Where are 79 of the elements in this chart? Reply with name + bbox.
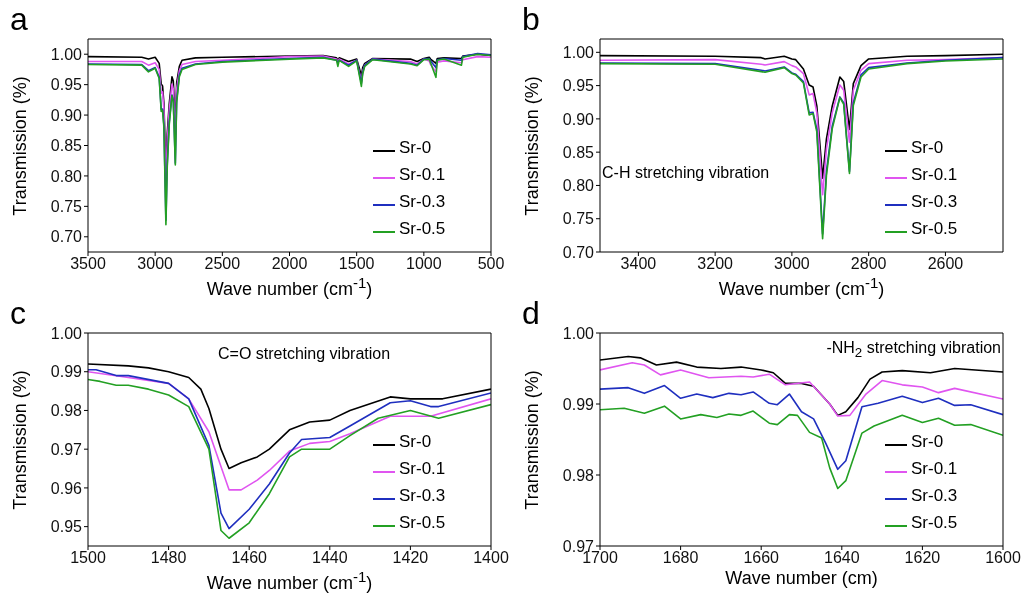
legend-label: Sr-0.1 bbox=[911, 164, 958, 185]
x-tick-label: 3400 bbox=[620, 255, 657, 273]
legend-label: Sr-0.3 bbox=[399, 485, 446, 506]
y-tick-label: 0.96 bbox=[50, 479, 83, 497]
x-tick-label: 1400 bbox=[473, 549, 509, 567]
x-axis-title: Wave number (cm) bbox=[724, 568, 879, 589]
x-tick-label: 1480 bbox=[150, 549, 187, 567]
legend-label: Sr-0.5 bbox=[399, 512, 446, 533]
x-tick-label: 3500 bbox=[70, 255, 106, 273]
y-tick-label: 0.97 bbox=[50, 440, 83, 458]
x-axis-title: Wave number (cm$^{-1}$) bbox=[205, 274, 374, 300]
x-tick-label: 1680 bbox=[662, 549, 699, 567]
x-tick-label: 3000 bbox=[137, 255, 174, 273]
y-tick-label: 0.85 bbox=[50, 137, 83, 155]
y-axis-title: Transmission (%) bbox=[9, 74, 31, 218]
y-tick-label: 0.95 bbox=[562, 77, 595, 95]
legend-label: Sr-0.5 bbox=[911, 512, 958, 533]
y-tick-label: 0.95 bbox=[50, 518, 83, 536]
x-tick-label: 2500 bbox=[204, 255, 241, 273]
legend-label: Sr-0 bbox=[399, 137, 432, 158]
legend-label: Sr-0.3 bbox=[911, 485, 958, 506]
y-tick-label: 1.00 bbox=[50, 324, 83, 342]
y-tick-label: 0.70 bbox=[562, 243, 595, 261]
legend-label: Sr-0.1 bbox=[399, 458, 446, 479]
x-tick-label: 2800 bbox=[850, 255, 887, 273]
y-tick-label: 0.95 bbox=[50, 76, 83, 94]
y-axis-title: Transmission (%) bbox=[521, 368, 543, 512]
y-tick-label: 0.98 bbox=[562, 466, 595, 484]
x-tick-label: 1500 bbox=[338, 255, 375, 273]
x-tick-label: 1440 bbox=[312, 549, 348, 567]
legend-label: Sr-0.1 bbox=[911, 458, 958, 479]
chart-title: c bbox=[10, 294, 26, 332]
annotation: C=O stretching vibration bbox=[218, 345, 391, 363]
legend-label: Sr-0.5 bbox=[399, 218, 446, 239]
x-tick-label: 1500 bbox=[70, 549, 106, 567]
y-tick-label: 1.00 bbox=[562, 324, 595, 342]
x-tick-label: 500 bbox=[477, 255, 505, 273]
line-series bbox=[88, 370, 491, 491]
y-tick-label: 0.85 bbox=[562, 143, 595, 161]
x-tick-label: 1600 bbox=[985, 549, 1021, 567]
y-axis-title: Transmission (%) bbox=[9, 368, 31, 512]
y-tick-label: 0.80 bbox=[562, 177, 595, 195]
x-axis-title: Wave number (cm$^{-1}$) bbox=[717, 274, 886, 300]
line-series bbox=[600, 405, 1003, 490]
y-tick-label: 0.75 bbox=[50, 198, 83, 216]
y-tick-label: 1.00 bbox=[50, 45, 83, 63]
y-tick-label: 0.75 bbox=[562, 210, 595, 228]
annotation: -NH$_{2}$ stretching vibration bbox=[826, 339, 1001, 361]
y-tick-label: 0.90 bbox=[50, 106, 83, 124]
x-tick-label: 2600 bbox=[927, 255, 964, 273]
chart-title: d bbox=[522, 294, 540, 332]
legend-label: Sr-0.5 bbox=[911, 218, 958, 239]
x-tick-label: 2000 bbox=[271, 255, 308, 273]
y-tick-label: 1.00 bbox=[562, 43, 595, 61]
x-tick-label: 1660 bbox=[743, 549, 780, 567]
y-tick-label: 0.99 bbox=[50, 363, 83, 381]
chart-title: b bbox=[522, 0, 540, 38]
legend-label: Sr-0.3 bbox=[399, 191, 446, 212]
x-tick-label: 3200 bbox=[697, 255, 734, 273]
y-tick-label: 0.90 bbox=[562, 110, 595, 128]
chart-title: a bbox=[10, 0, 28, 38]
y-tick-label: 0.70 bbox=[50, 228, 83, 246]
x-tick-label: 1000 bbox=[406, 255, 442, 273]
legend-label: Sr-0.1 bbox=[399, 164, 446, 185]
y-tick-label: 0.99 bbox=[562, 395, 595, 413]
legend-label: Sr-0 bbox=[399, 431, 432, 452]
y-tick-label: 0.80 bbox=[50, 167, 83, 185]
y-axis-title: Transmission (%) bbox=[521, 74, 543, 218]
legend-label: Sr-0 bbox=[911, 137, 944, 158]
x-axis-title: Wave number (cm$^{-1}$) bbox=[205, 568, 374, 594]
x-tick-label: 1460 bbox=[231, 549, 268, 567]
legend-label: Sr-0.3 bbox=[911, 191, 958, 212]
y-tick-label: 0.98 bbox=[50, 402, 83, 420]
x-tick-label: 1420 bbox=[392, 549, 429, 567]
x-tick-label: 3000 bbox=[774, 255, 810, 273]
x-tick-label: 1620 bbox=[904, 549, 941, 567]
legend-label: Sr-0 bbox=[911, 431, 944, 452]
x-tick-label: 1640 bbox=[824, 549, 860, 567]
annotation: C-H stretching vibration bbox=[602, 164, 770, 182]
